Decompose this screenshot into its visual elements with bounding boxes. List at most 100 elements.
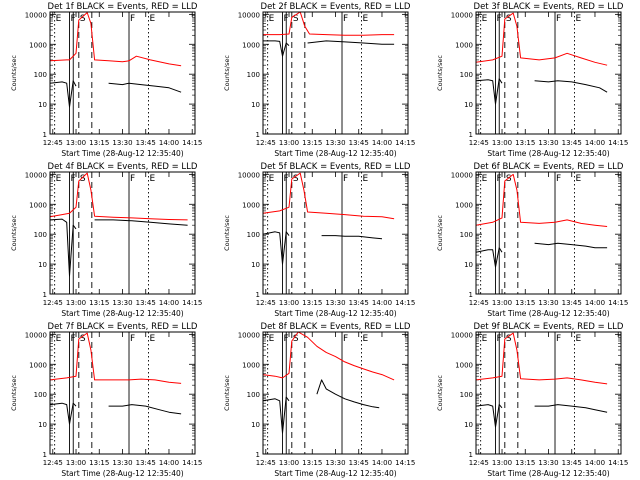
y-tick-label: 1: [43, 291, 47, 299]
x-tick-label: 14:00: [159, 459, 179, 467]
series-events-line: [475, 242, 608, 268]
series-events-line: [262, 379, 380, 434]
x-tick-label: 13:15: [89, 139, 109, 147]
x-tick-label: 13:15: [302, 459, 322, 467]
marker-label: E: [269, 14, 275, 24]
x-tick-label: 13:00: [492, 459, 512, 467]
x-tick-label: 13:30: [112, 459, 132, 467]
chart-panel-7: Det 7f BLACK = Events, RED = LLD Counts/s…: [10, 322, 202, 478]
x-tick-label: 13:15: [302, 139, 322, 147]
y-tick-label: 100: [247, 231, 260, 239]
x-tick-label: 14:00: [585, 299, 605, 307]
series-lld-line: [49, 12, 182, 67]
series-events-line: [475, 78, 608, 105]
series-lld-line: [475, 12, 608, 66]
x-tick-label: 14:00: [372, 299, 392, 307]
x-tick-label: 13:45: [562, 459, 582, 467]
y-tick-label: 10000: [238, 11, 260, 19]
y-tick-label: 1000: [242, 361, 260, 369]
plot-frame: [262, 171, 409, 295]
y-tick-label: 10000: [451, 331, 473, 339]
chart-panel-8: Det 8f BLACK = Events, RED = LLD Counts/s…: [223, 322, 415, 478]
marker-label: E: [363, 14, 369, 24]
chart-title: Det 4f BLACK = Events, RED = LLD: [48, 162, 198, 172]
marker-label: E: [150, 174, 156, 184]
x-axis-label: Start Time (28-Aug-12 12:35:40): [487, 149, 609, 158]
y-axis-label: Counts/sec: [223, 375, 231, 411]
x-tick-label: 12:45: [43, 459, 63, 467]
marker-label: E: [576, 174, 582, 184]
x-tick-label: 12:45: [469, 459, 489, 467]
marker-label: S: [80, 14, 86, 24]
marker-label: F: [343, 334, 348, 344]
y-axis-label: Counts/sec: [223, 55, 231, 91]
marker-label: E: [150, 14, 156, 24]
x-tick-label: 13:00: [279, 139, 299, 147]
x-tick-label: 13:15: [515, 139, 535, 147]
y-tick-label: 10000: [451, 11, 473, 19]
x-tick-label: 13:00: [279, 299, 299, 307]
x-tick-label: 13:00: [279, 459, 299, 467]
x-tick-label: 13:45: [136, 459, 156, 467]
marker-label: F: [556, 174, 561, 184]
marker-label: S: [293, 174, 299, 184]
x-tick-label: 12:45: [43, 299, 63, 307]
chart-title: Det 9f BLACK = Events, RED = LLD: [474, 322, 624, 332]
x-tick-label: 13:15: [89, 299, 109, 307]
x-tick-label: 13:30: [325, 459, 345, 467]
y-tick-label: 10000: [238, 331, 260, 339]
chart-panel-5: Det 5f BLACK = Events, RED = LLD Counts/s…: [223, 162, 415, 318]
x-tick-label: 14:15: [395, 299, 415, 307]
y-tick-label: 100: [460, 231, 473, 239]
marker-label: F: [130, 174, 135, 184]
x-tick-label: 13:30: [112, 139, 132, 147]
x-axis-label: Start Time (28-Aug-12 12:35:40): [274, 309, 396, 318]
y-tick-label: 10000: [238, 171, 260, 179]
y-tick-label: 1000: [455, 201, 473, 209]
marker-label: E: [56, 334, 62, 344]
chart-title: Det 2f BLACK = Events, RED = LLD: [261, 2, 411, 12]
x-tick-label: 13:00: [492, 139, 512, 147]
x-tick-label: 12:45: [256, 459, 276, 467]
x-tick-label: 13:30: [325, 299, 345, 307]
y-axis-label: Counts/sec: [10, 215, 18, 251]
y-tick-label: 1: [469, 291, 473, 299]
marker-label: S: [293, 334, 299, 344]
marker-label: F: [343, 14, 348, 24]
x-tick-label: 14:15: [395, 459, 415, 467]
y-tick-label: 1000: [242, 201, 260, 209]
y-tick-label: 100: [247, 391, 260, 399]
series-events-line: [49, 402, 182, 425]
y-tick-label: 100: [34, 71, 47, 79]
marker-label: E: [363, 334, 369, 344]
x-tick-label: 13:30: [112, 299, 132, 307]
x-tick-label: 13:45: [562, 139, 582, 147]
x-tick-label: 13:15: [302, 299, 322, 307]
series-lld-line: [475, 173, 608, 227]
x-tick-label: 14:15: [608, 299, 628, 307]
y-tick-label: 1: [43, 451, 47, 459]
marker-label: E: [482, 174, 488, 184]
plot-frame: [49, 11, 196, 135]
x-tick-label: 12:45: [256, 299, 276, 307]
chart-title: Det 6f BLACK = Events, RED = LLD: [474, 162, 624, 172]
chart-title: Det 3f BLACK = Events, RED = LLD: [474, 2, 624, 12]
marker-label: E: [576, 334, 582, 344]
marker-label: F: [130, 14, 135, 24]
series-events-line: [49, 80, 182, 108]
marker-label: S: [80, 334, 86, 344]
y-tick-label: 1: [256, 451, 260, 459]
marker-label: E: [363, 174, 369, 184]
plot-frame: [49, 171, 196, 295]
marker-label: F: [130, 334, 135, 344]
x-tick-label: 14:00: [159, 299, 179, 307]
x-tick-label: 12:45: [469, 139, 489, 147]
x-axis-label: Start Time (28-Aug-12 12:35:40): [487, 309, 609, 318]
y-tick-label: 10: [38, 101, 47, 109]
x-tick-label: 14:00: [372, 459, 392, 467]
x-tick-label: 13:45: [349, 139, 369, 147]
y-tick-label: 1: [43, 131, 47, 139]
series-lld-line: [475, 332, 608, 385]
chart-title: Det 7f BLACK = Events, RED = LLD: [48, 322, 198, 332]
